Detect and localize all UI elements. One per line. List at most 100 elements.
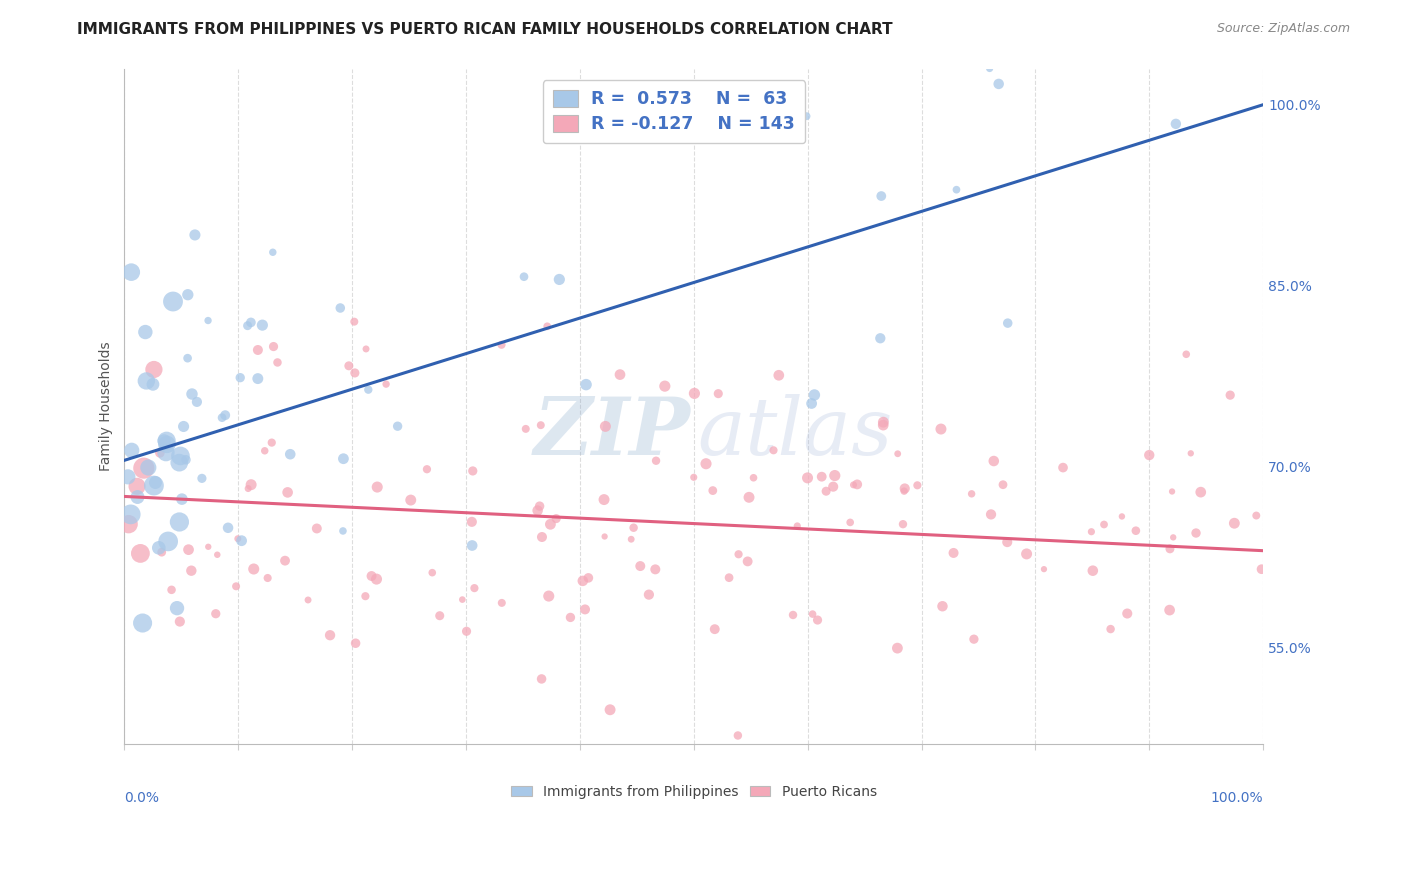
Point (1116, 607, 1139, 621)
Point (1081, 564, 1104, 578)
Point (463, 581, 485, 595)
Point (1161, 530, 1184, 544)
Point (491, 596, 513, 610)
Point (1033, 562, 1056, 576)
Point (762, 443, 785, 458)
Point (546, 511, 568, 525)
Point (963, 632, 986, 647)
Point (357, 383, 380, 397)
Point (180, 564, 202, 578)
Point (997, 316, 1019, 330)
Y-axis label: Family Households: Family Households (100, 342, 114, 471)
Point (236, 318, 259, 333)
Point (127, 490, 149, 504)
Point (727, 729, 749, 743)
Point (707, 386, 730, 401)
Point (737, 554, 759, 568)
Point (530, 672, 553, 686)
Point (870, 189, 893, 203)
Point (796, 471, 818, 485)
Point (886, 447, 908, 461)
Point (274, 554, 297, 568)
Point (266, 355, 288, 369)
Point (593, 529, 616, 543)
Point (1052, 460, 1074, 475)
Point (529, 499, 551, 513)
Point (240, 477, 263, 491)
Point (263, 340, 285, 354)
Point (225, 579, 247, 593)
Point (420, 566, 443, 580)
Point (846, 477, 869, 491)
Point (872, 415, 894, 429)
Point (1125, 524, 1147, 538)
Point (337, 359, 360, 373)
Point (702, 483, 724, 498)
Point (1099, 622, 1122, 636)
Point (461, 515, 484, 529)
Point (329, 301, 352, 315)
Point (980, 508, 1002, 522)
Point (135, 374, 157, 388)
Point (148, 541, 170, 555)
Point (149, 446, 172, 460)
Point (727, 547, 749, 561)
Point (253, 443, 276, 458)
Point (530, 530, 553, 544)
Point (628, 559, 651, 574)
Point (823, 480, 845, 494)
Point (176, 351, 198, 366)
Point (231, 533, 253, 548)
Point (170, 492, 193, 507)
Point (782, 607, 804, 622)
Point (239, 315, 262, 329)
Point (623, 521, 645, 535)
Text: IMMIGRANTS FROM PHILIPPINES VS PUERTO RICAN FAMILY HOUSEHOLDS CORRELATION CHART: IMMIGRANTS FROM PHILIPPINES VS PUERTO RI… (77, 22, 893, 37)
Point (332, 524, 354, 538)
Text: 0.0%: 0.0% (125, 791, 159, 805)
Point (181, 387, 204, 401)
Point (131, 615, 153, 630)
Point (801, 607, 824, 621)
Point (354, 589, 377, 603)
Point (960, 487, 983, 501)
Point (839, 516, 862, 530)
Point (1250, 562, 1272, 576)
Point (174, 452, 197, 467)
Point (742, 471, 765, 485)
Point (461, 539, 484, 553)
Point (197, 540, 219, 554)
Point (142, 478, 165, 492)
Point (242, 562, 264, 576)
Point (153, 434, 176, 448)
Point (120, 265, 142, 279)
Point (120, 508, 142, 522)
Point (1223, 516, 1246, 531)
Point (160, 582, 183, 597)
Point (683, 386, 706, 401)
Point (142, 377, 165, 392)
Point (150, 545, 173, 559)
Text: 100.0%: 100.0% (1211, 791, 1263, 805)
Point (226, 532, 249, 546)
Point (184, 227, 207, 242)
Point (718, 571, 741, 585)
Point (1137, 448, 1160, 462)
Point (129, 546, 152, 560)
Point (246, 371, 269, 385)
Point (456, 624, 478, 639)
Point (319, 628, 342, 642)
Point (1175, 347, 1198, 361)
Point (155, 445, 177, 459)
Point (537, 589, 560, 603)
Point (654, 379, 676, 393)
Point (169, 515, 191, 529)
Point (297, 593, 319, 607)
Point (1159, 603, 1181, 617)
Point (929, 422, 952, 436)
Point (1092, 517, 1115, 532)
Point (593, 492, 616, 507)
Point (1161, 484, 1184, 499)
Point (991, 477, 1014, 491)
Point (738, 491, 761, 505)
